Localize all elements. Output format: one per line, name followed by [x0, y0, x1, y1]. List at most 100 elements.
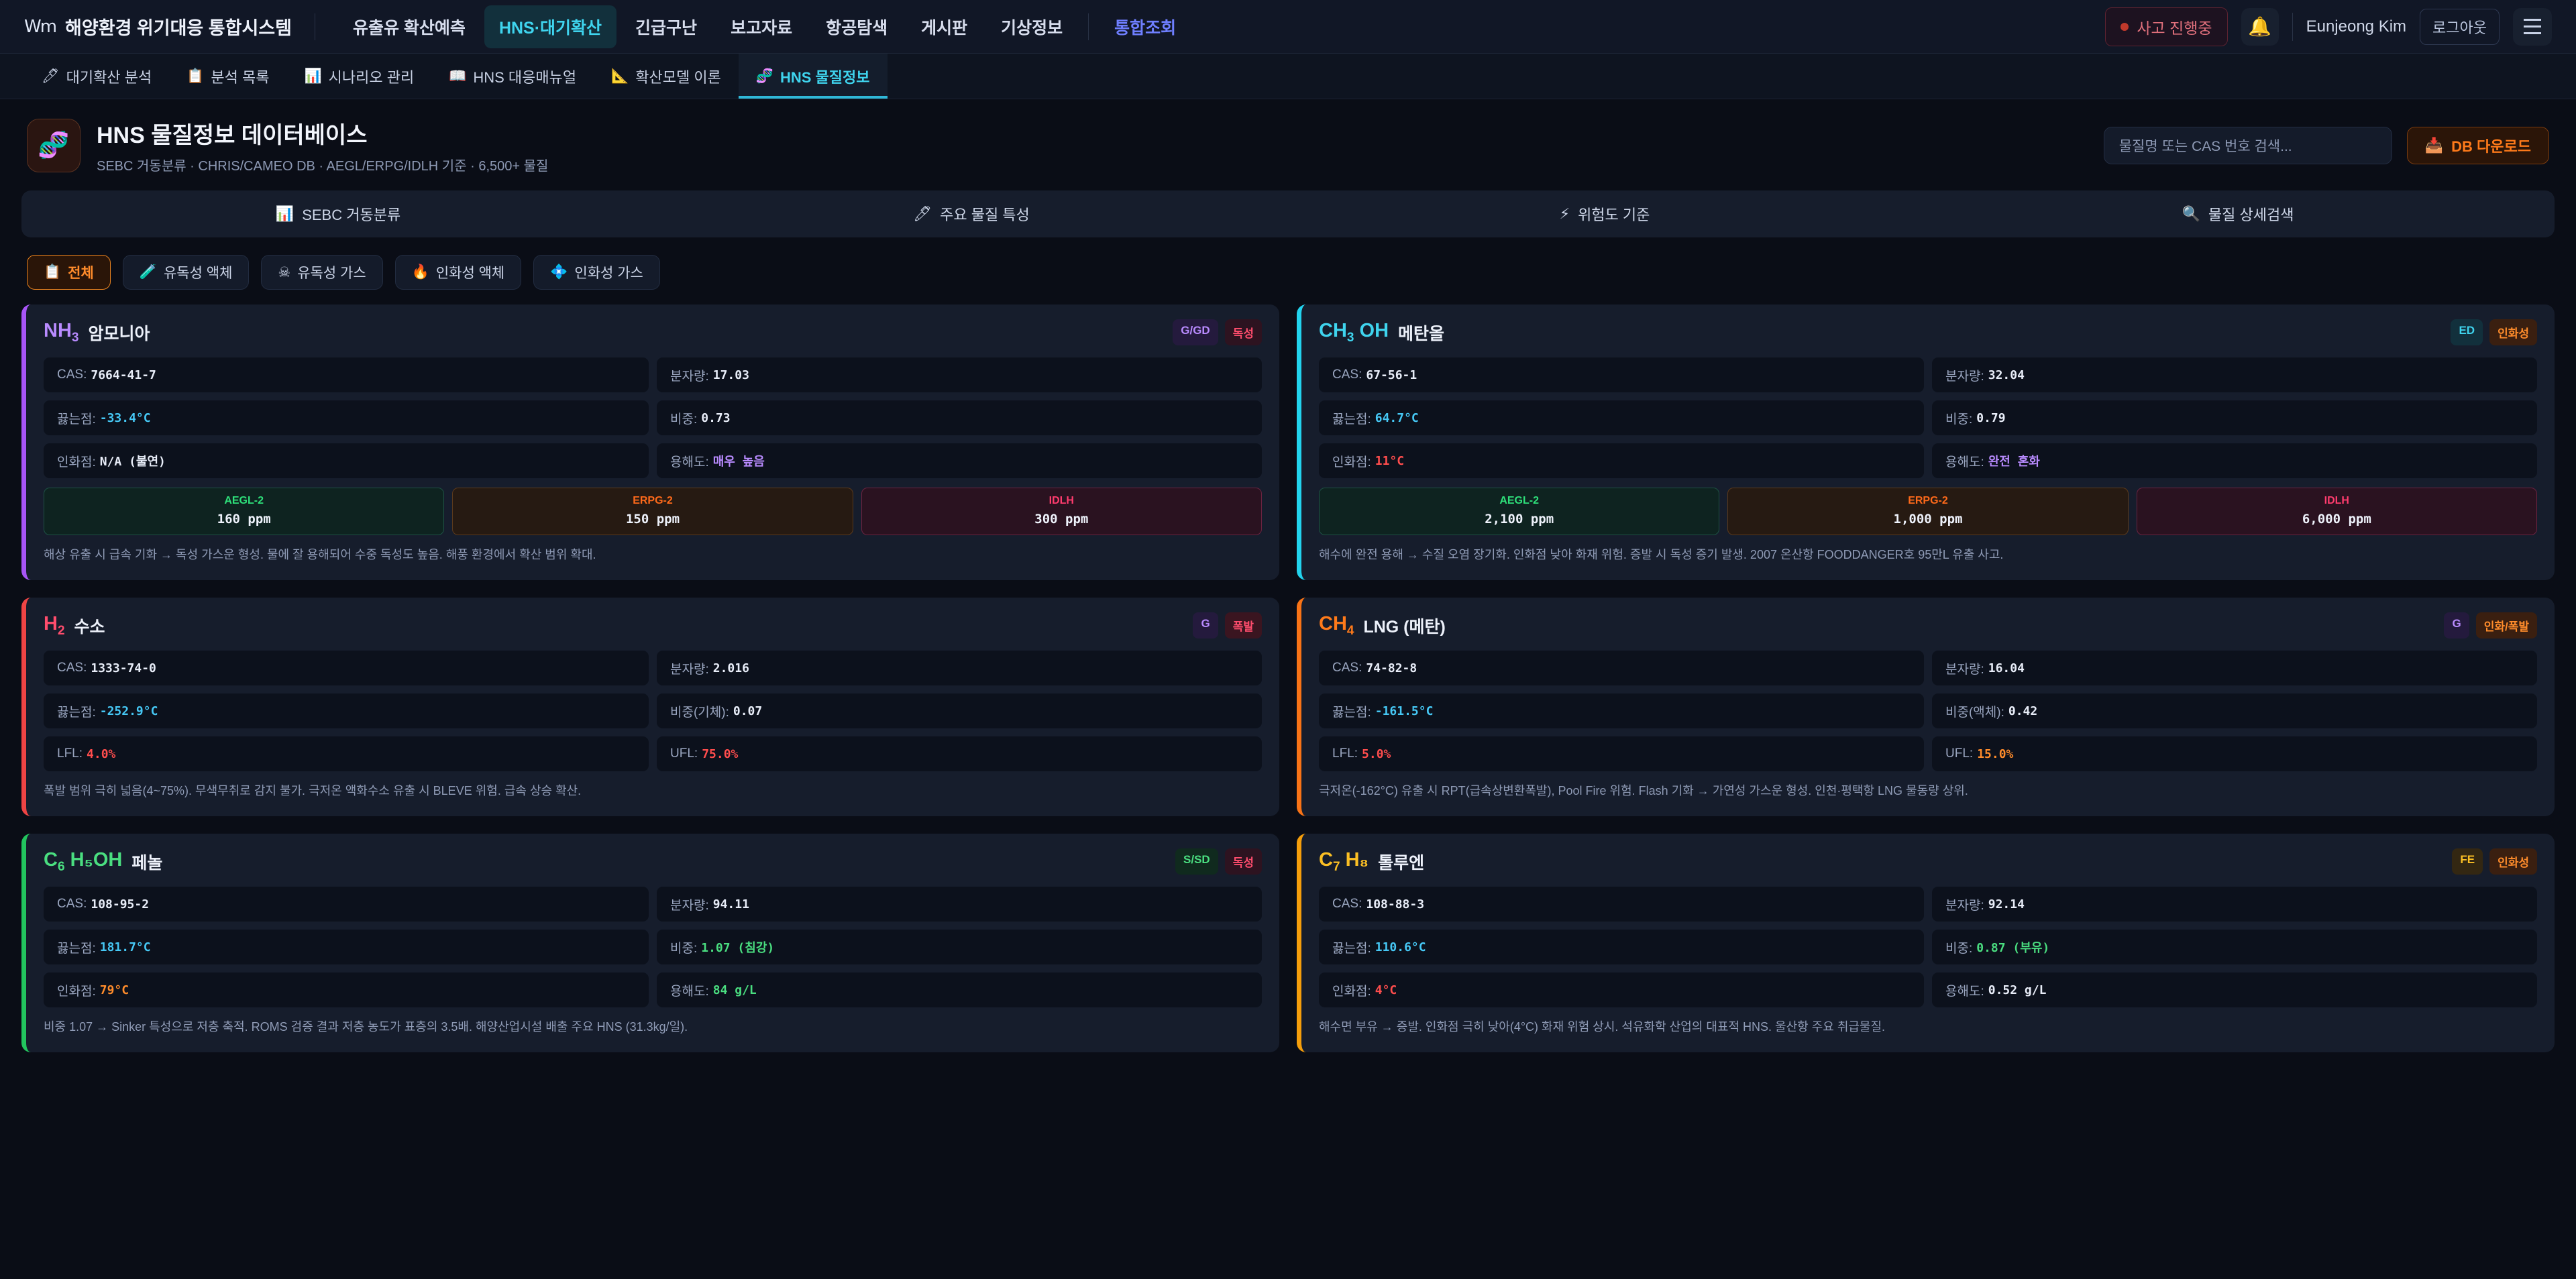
status-badge: 폭발 [1224, 612, 1262, 638]
property-row: 분자량: 92.14 [1932, 887, 2537, 922]
divider [2292, 12, 2293, 41]
page-header-actions: 물질명 또는 CAS 번호 검색... 📥 DB 다운로드 [2103, 127, 2549, 164]
property-label: 비중: [670, 412, 698, 427]
section-tab-2[interactable]: ⚡ 위험도 기준 [1288, 203, 1921, 225]
property-row: 비중: 0.79 [1932, 400, 2537, 435]
card-header: C6 H₅OH 페놀 S/SD 독성 [44, 848, 1262, 875]
substance-note: 폭발 범위 극히 넓음(4~75%). 무색무취로 감지 불가. 극저온 액화수… [44, 784, 582, 797]
notification-bell-button[interactable]: 🔔 [2241, 7, 2279, 46]
filter-chip-1[interactable]: 🧪 유독성 액체 [122, 255, 250, 290]
exposure-limit-value: 160 ppm [217, 512, 271, 526]
property-label: 끓는점: [1332, 941, 1371, 956]
download-icon: 📥 [2424, 137, 2444, 154]
property-row: 용해도: 매우 높음 [657, 443, 1262, 478]
subnav-item-0[interactable]: 🖊 대기확산 분석 [24, 54, 169, 99]
card-header: NH3 암모니아 G/GD 독성 [44, 319, 1262, 345]
db-download-button[interactable]: 📥 DB 다운로드 [2406, 127, 2549, 164]
filter-chip-label: 인화성 액체 [435, 266, 505, 281]
substance-card[interactable]: CH4 LNG (메탄) G 인화/폭발 CAS: 74-82-8 분자량: 16.04 끓는점… [1297, 598, 2555, 816]
main-menu-item-7[interactable]: 통합조회 [1114, 18, 1177, 38]
filter-chip-2[interactable]: ☠ 유독성 가스 [261, 255, 383, 290]
substance-card[interactable]: H2 수소 G 폭발 CAS: 1333-74-0 분자량: 2.016 끓는점: -252.9°… [21, 598, 1279, 816]
brand[interactable]: Wm 해양환경 위기대응 통합시스템 [24, 13, 292, 40]
property-label: 비중: [1945, 941, 1973, 956]
property-label: 분자량: [670, 898, 709, 913]
property-value: 32.04 [1988, 368, 2025, 382]
subnav-item-label: 대기확산 분석 [66, 68, 152, 86]
property-label: CAS: [1332, 368, 1362, 382]
property-value: 0.73 [701, 410, 731, 425]
subnav-item-5[interactable]: 🧬 HNS 물질정보 [738, 54, 888, 99]
property-value: 5.0% [1362, 746, 1391, 761]
property-row: CAS: 67-56-1 [1319, 357, 1924, 392]
main-menu-item-4[interactable]: 항공탐색 [826, 18, 888, 38]
subnav-icon: 📊 [304, 68, 322, 84]
section-tab-0[interactable]: 📊 SEBC 거동분류 [21, 203, 655, 225]
section-tab-3[interactable]: 🔍 물질 상세검색 [1921, 203, 2555, 225]
user-name-label: Eunjeong Kim [2306, 17, 2407, 36]
exposure-limit-cell: AEGL-2 2,100 ppm [1319, 488, 1720, 535]
exposure-limit-label: IDLH [2324, 495, 2349, 506]
incident-status-badge[interactable]: 사고 진행중 [2105, 7, 2228, 46]
main-menu-item-1[interactable]: HNS·대기확산 [484, 5, 617, 48]
section-tab-label: SEBC 거동분류 [302, 207, 401, 223]
property-row: CAS: 7664-41-7 [44, 357, 649, 392]
filter-chip-0[interactable]: 📋 전체 [27, 255, 111, 290]
chemical-formula: C6 H₅OH [44, 848, 123, 874]
property-value: 7664-41-7 [91, 368, 156, 382]
filter-chip-label: 유독성 액체 [163, 266, 233, 281]
substance-note: 극저온(-162°C) 유출 시 RPT(급속상변환폭발), Pool Fire… [1319, 784, 1968, 797]
property-value: 16.04 [1988, 661, 2025, 675]
property-value: 0.79 [1976, 410, 2006, 425]
status-dot-icon [2121, 22, 2129, 31]
search-input[interactable]: 물질명 또는 CAS 번호 검색... [2103, 127, 2392, 164]
main-menu-item-6[interactable]: 기상정보 [1001, 18, 1063, 38]
filter-chip-3[interactable]: 🔥 인화성 액체 [394, 255, 522, 290]
exposure-limit-cell: ERPG-2 1,000 ppm [1727, 488, 2129, 535]
substance-name: 수소 [74, 617, 105, 636]
substance-name: 톨루엔 [1378, 853, 1425, 873]
hamburger-menu-button[interactable] [2513, 7, 2552, 46]
substance-card[interactable]: C7 H₈ 톨루엔 FE 인화성 CAS: 108-88-3 분자량: 92.14 끓는점: 11… [1297, 834, 2555, 1052]
exposure-limit-value: 2,100 ppm [1485, 512, 1554, 526]
exposure-limit-label: ERPG-2 [633, 495, 673, 506]
property-row: UFL: 15.0% [1932, 736, 2537, 771]
exposure-limit-cell: IDLH 6,000 ppm [2136, 488, 2537, 535]
page-header-text: HNS 물질정보 데이터베이스 SEBC 거동분류 · CHRIS/CAMEO … [97, 117, 548, 174]
section-tab-icon: 📊 [275, 205, 294, 222]
exposure-limit-row: AEGL-2 2,100 ppm ERPG-2 1,000 ppm IDLH 6,000 … [1319, 488, 2537, 535]
exposure-limit-label: ERPG-2 [1908, 495, 1948, 506]
substance-card[interactable]: NH3 암모니아 G/GD 독성 CAS: 7664-41-7 분자량: 17.03 끓는점: -… [21, 304, 1279, 580]
main-menu-item-3[interactable]: 보고자료 [731, 18, 793, 38]
substance-card[interactable]: CH3 OH 메탄올 ED 인화성 CAS: 67-56-1 분자량: 32.04 끓는점: 64… [1297, 304, 2555, 580]
property-label: LFL: [1332, 746, 1358, 761]
subnav-item-1[interactable]: 📋 분석 목록 [169, 54, 286, 99]
subnav-item-4[interactable]: 📐 확산모델 이론 [594, 54, 739, 99]
property-label: 인화점: [57, 455, 96, 469]
property-value: 0.42 [2008, 704, 2038, 718]
substance-name: 페놀 [131, 853, 163, 873]
section-tab-1[interactable]: 🖊 주요 물질 특성 [655, 203, 1288, 225]
property-row: 분자량: 2.016 [657, 651, 1262, 685]
filter-chip-icon: 📋 [44, 264, 62, 280]
section-tab-label: 주요 물질 특성 [940, 207, 1030, 223]
property-value: 67-56-1 [1366, 368, 1417, 382]
property-row: 비중: 1.07 (침강) [657, 930, 1262, 964]
property-grid: CAS: 108-88-3 분자량: 92.14 끓는점: 110.6°C 비중: 0.87 … [1319, 887, 2537, 1007]
status-badge: G [1193, 612, 1218, 638]
property-label: 인화점: [1332, 984, 1371, 999]
property-label: 끓는점: [57, 705, 96, 720]
logout-button[interactable]: 로그아웃 [2420, 8, 2500, 45]
main-menu-item-0[interactable]: 유출유 확산예측 [352, 18, 466, 38]
subnav-item-3[interactable]: 📖 HNS 대응매뉴얼 [431, 54, 594, 99]
subnav-item-2[interactable]: 📊 시나리오 관리 [286, 54, 431, 99]
property-label: 용해도: [670, 984, 709, 999]
property-value: 79°C [99, 983, 129, 997]
property-label: 인화점: [57, 984, 96, 999]
property-value: 4°C [1375, 983, 1397, 997]
property-label: 분자량: [670, 662, 709, 677]
main-menu-item-2[interactable]: 긴급구난 [635, 18, 698, 38]
filter-chip-4[interactable]: 💠 인화성 가스 [533, 255, 660, 290]
substance-card[interactable]: C6 H₅OH 페놀 S/SD 독성 CAS: 108-95-2 분자량: 94.11 끓는점:… [21, 834, 1279, 1052]
main-menu-item-5[interactable]: 게시판 [921, 18, 968, 38]
